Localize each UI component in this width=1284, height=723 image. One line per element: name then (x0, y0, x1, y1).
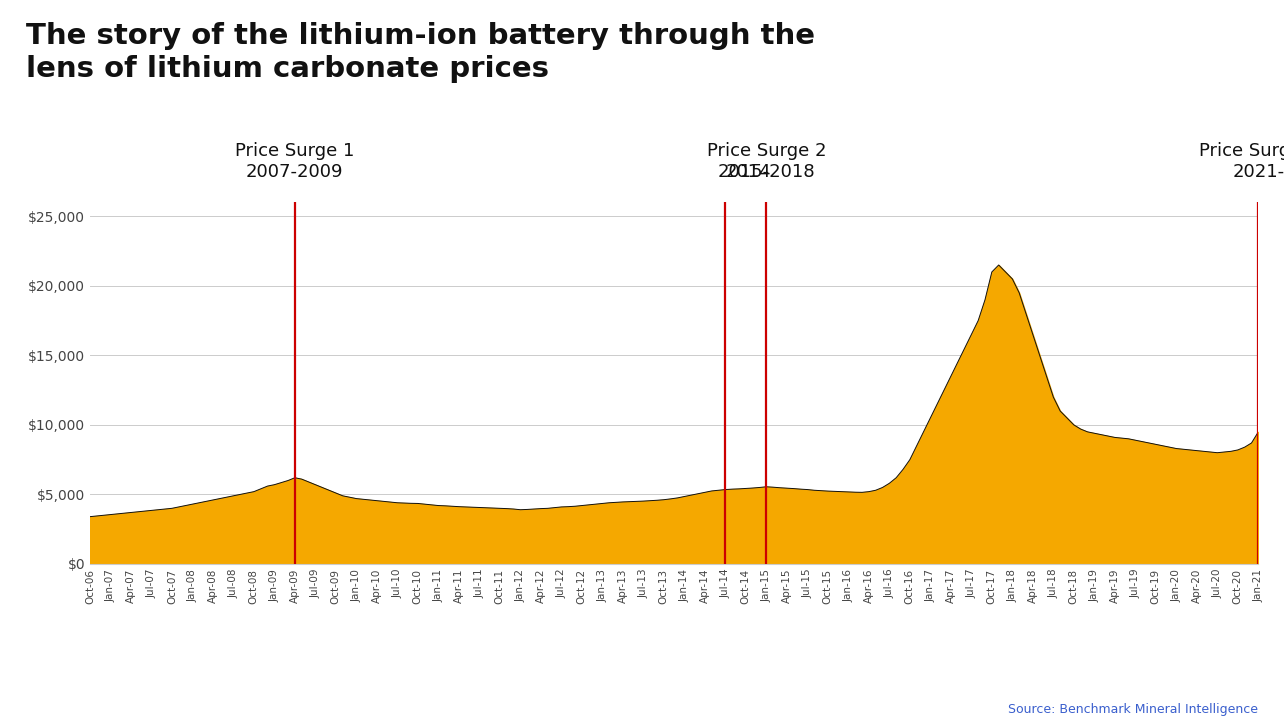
Text: The story of the lithium-ion battery through the
lens of lithium carbonate price: The story of the lithium-ion battery thr… (26, 22, 814, 83)
Text: Price Surge 1
2007-2009: Price Surge 1 2007-2009 (235, 142, 354, 181)
Text: Price Surge 2
2015-2018: Price Surge 2 2015-2018 (706, 142, 826, 181)
Text: Price Surge 3
2021-: Price Surge 3 2021- (1198, 142, 1284, 181)
Text: 2014: 2014 (725, 163, 770, 181)
Text: Source: Benchmark Mineral Intelligence: Source: Benchmark Mineral Intelligence (1008, 703, 1258, 716)
